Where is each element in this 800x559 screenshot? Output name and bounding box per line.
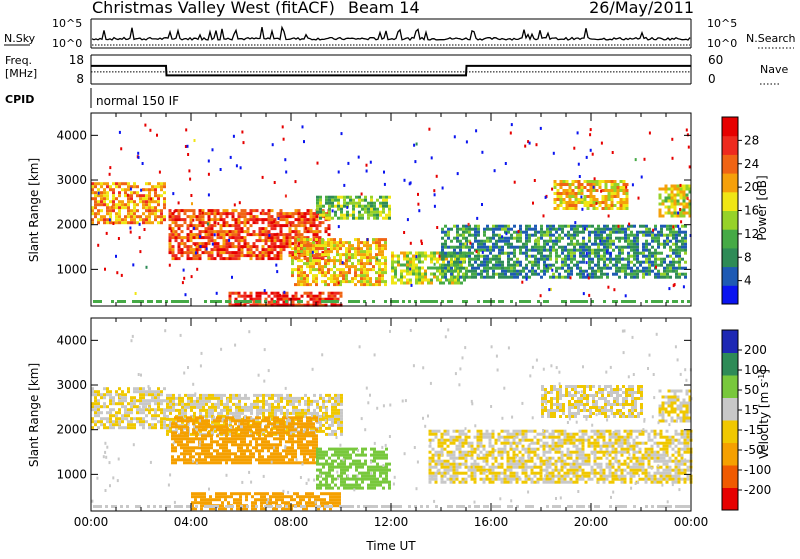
power-ylabel: Slant Range [km] (27, 158, 41, 262)
colorbar-tick-label: 8 (744, 250, 752, 264)
colorbar-swatch (722, 267, 738, 286)
colorbar-tick-label: 200 (744, 343, 767, 357)
echo-region (229, 292, 343, 307)
plot-title: Christmas Valley West (fitACF) (92, 0, 335, 17)
colorbar-swatch (722, 443, 738, 466)
colorbar-swatch (722, 375, 738, 398)
echo-region (291, 238, 387, 286)
colorbar-swatch (722, 398, 738, 421)
x-tick-label: 12:00 (374, 515, 409, 529)
nave-tick-bottom: 0 (708, 72, 716, 86)
echo-region (91, 182, 166, 224)
colorbar-swatch (722, 353, 738, 376)
colorbar-tick-label: -200 (744, 483, 771, 497)
velocity-colorbar-label: Velocity [m s-1] (757, 369, 772, 459)
nave-label: Nave (760, 63, 788, 76)
y-tick-label: 2000 (56, 218, 87, 232)
echo-region (659, 185, 692, 218)
colorbar-swatch (722, 192, 738, 211)
nsearch-tick-top: 10^5 (707, 17, 737, 30)
colorbar-tick-label: -100 (744, 463, 771, 477)
echo-region (91, 387, 166, 429)
colorbar-swatch (722, 229, 738, 248)
colorbar-swatch (722, 154, 738, 173)
colorbar-tick-label: 4 (744, 274, 752, 288)
echo-region (316, 448, 391, 490)
colorbar-swatch (722, 248, 738, 267)
nsearch-label: N.Search (746, 32, 796, 45)
cpid-value: normal 150 IF (96, 94, 179, 108)
x-tick-label: 20:00 (574, 515, 609, 529)
colorbar-swatch (722, 465, 738, 488)
beam-label: Beam 14 (348, 0, 420, 17)
colorbar-swatch (722, 420, 738, 443)
colorbar-tick-label: 24 (744, 157, 759, 171)
echo-region (554, 180, 629, 210)
y-tick-label: 3000 (56, 378, 87, 392)
y-tick-label: 3000 (56, 173, 87, 187)
echo-region (659, 390, 692, 423)
nsky-label: N.Sky (4, 32, 36, 45)
power-colorbar-label: Power [dB] (755, 175, 769, 240)
y-tick-label: 4000 (56, 128, 87, 142)
echo-region (441, 225, 687, 279)
y-tick-label: 2000 (56, 423, 87, 437)
colorbar-swatch (722, 488, 738, 511)
colorbar-swatch (722, 211, 738, 230)
x-tick-label: 00:00 (674, 515, 709, 529)
cpid-label: CPID (5, 93, 34, 106)
colorbar-swatch (722, 285, 738, 304)
x-tick-label: 16:00 (474, 515, 509, 529)
freq-unit: [MHz] (5, 67, 37, 80)
echo-region (316, 196, 391, 220)
colorbar-swatch (722, 136, 738, 155)
colorbar-swatch (722, 117, 738, 136)
x-tick-label: 04:00 (174, 515, 209, 529)
echo-region (541, 385, 643, 418)
x-axis-label: Time UT (365, 539, 416, 553)
y-tick-label: 1000 (56, 262, 87, 276)
freq-tick-bottom: 8 (76, 72, 84, 86)
nsky-tick-top: 10^5 (52, 17, 82, 30)
x-tick-label: 00:00 (74, 515, 109, 529)
date-label: 26/May/2011 (589, 0, 694, 17)
nsky-trace (92, 27, 690, 40)
nave-tick-top: 60 (708, 53, 723, 67)
colorbar-swatch (722, 173, 738, 192)
colorbar-tick-label: 28 (744, 133, 759, 147)
y-tick-label: 4000 (56, 333, 87, 347)
velocity-panel (91, 328, 693, 510)
velocity-ylabel: Slant Range [km] (27, 363, 41, 467)
freq-strip: Freq. [MHz] 18 8 60 0 Nave (5, 53, 788, 86)
echo-region (429, 430, 693, 484)
echo-region (171, 416, 318, 464)
nsky-tick-bottom: 10^0 (52, 37, 82, 50)
y-tick-label: 1000 (56, 467, 87, 481)
freq-trace (91, 66, 691, 76)
x-tick-label: 08:00 (274, 515, 309, 529)
colorbar-swatch (722, 330, 738, 353)
nsearch-tick-bottom: 10^0 (707, 37, 737, 50)
power-panel (91, 123, 692, 307)
freq-tick-top: 18 (69, 53, 84, 67)
freq-label: Freq. (5, 54, 32, 67)
nsky-strip: N.Sky 10^5 10^0 10^5 10^0 N.Search (4, 17, 796, 50)
